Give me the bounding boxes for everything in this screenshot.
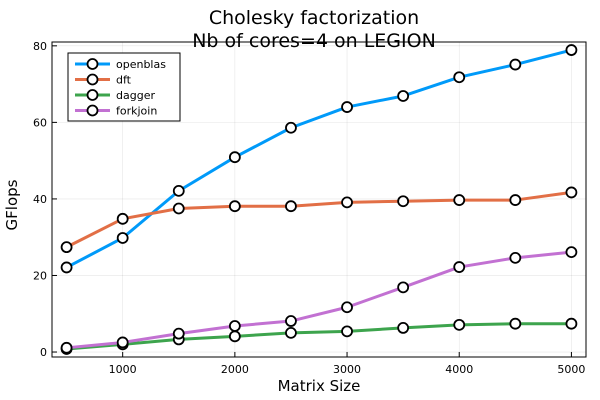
y-tick-label: 80 [33,40,47,53]
y-axis-label: GFlops [3,179,21,230]
data-point-dagger [397,322,410,334]
data-point-openblas [565,44,578,56]
data-point-dft [60,241,73,254]
legend-label-openblas: openblas [116,58,166,71]
chart-title-line-1: Cholesky factorization [209,7,419,29]
x-tick-label: 1000 [109,363,137,376]
data-point-openblas [172,184,185,197]
data-point-forkjoin [397,281,410,294]
x-tick-label: 3000 [333,363,361,376]
data-point-dft [341,196,353,209]
data-point-forkjoin [341,301,353,314]
axis-ticks: 1000 2000 3000 4000 5000 0 20 40 60 80 [33,40,585,376]
data-point-forkjoin [509,251,522,264]
data-point-openblas [453,71,466,84]
data-point-dft [285,200,297,213]
data-point-openblas [116,232,129,244]
legend-label-dft: dft [116,74,132,87]
chart-title-line-2: Nb of cores=4 on LEGION [192,30,436,52]
data-point-forkjoin [172,327,185,340]
data-point-dagger [341,325,353,338]
data-point-forkjoin [285,315,297,327]
x-tick-label: 2000 [221,363,249,376]
series-line-dft [65,190,573,249]
legend-marker-dagger [86,89,99,101]
legend-label-dagger: dagger [116,89,155,102]
x-tick-label: 4000 [445,363,473,376]
data-point-forkjoin [60,341,73,354]
x-tick-label: 5000 [557,363,585,376]
data-point-dagger [509,317,522,330]
y-tick-label: 60 [33,116,47,129]
data-point-openblas [509,58,522,71]
data-point-openblas [341,101,353,113]
data-point-dagger [565,317,578,330]
data-point-dft [565,186,578,199]
data-point-dft [228,200,241,213]
x-axis-label: Matrix Size [278,377,361,395]
data-point-openblas [60,261,73,274]
data-point-forkjoin [116,336,129,349]
y-tick-label: 0 [40,346,47,359]
data-point-forkjoin [565,246,578,259]
y-tick-label: 20 [33,269,47,282]
series-layer [60,44,578,355]
legend-marker-forkjoin [86,104,99,117]
series-dft [60,186,578,254]
data-point-dft [453,194,466,206]
y-tick-label: 40 [33,193,47,206]
legend: openblas dft dagger forkjoin [67,52,181,122]
data-point-dft [172,202,185,215]
data-point-dagger [453,318,466,331]
data-point-forkjoin [228,320,241,332]
series-forkjoin [60,246,578,354]
data-point-openblas [285,121,297,134]
legend-label-forkjoin: forkjoin [116,105,157,118]
data-point-dft [509,194,522,206]
data-point-dagger [228,330,241,343]
data-point-forkjoin [453,261,466,273]
series-line-forkjoin [65,250,573,350]
data-point-dft [397,195,410,208]
data-point-dft [116,212,129,225]
legend-marker-openblas [86,58,99,70]
data-point-dagger [285,326,297,339]
series-line-dagger [65,322,573,351]
legend-marker-dft [86,73,99,86]
plot-frame [51,41,587,358]
data-point-openblas [228,151,241,164]
data-point-openblas [397,90,410,102]
